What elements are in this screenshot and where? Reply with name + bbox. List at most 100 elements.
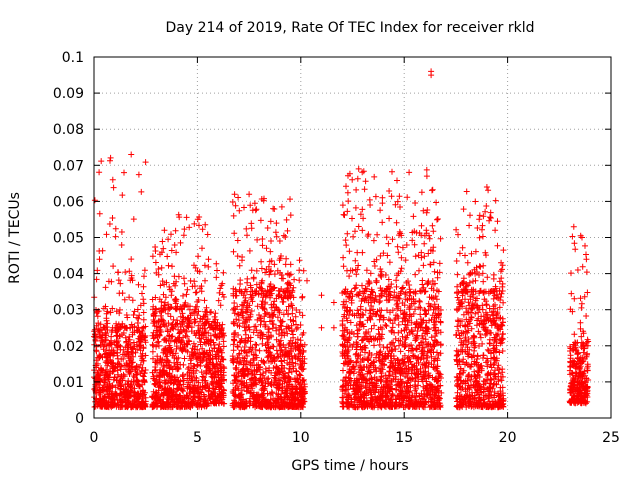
data-point [122, 269, 129, 276]
data-point [140, 296, 147, 303]
data-point [198, 288, 205, 295]
data-point [103, 310, 110, 317]
data-point [191, 330, 198, 336]
data-point [206, 324, 213, 331]
data-point [96, 248, 103, 254]
data-point [105, 384, 112, 391]
data-point [168, 231, 174, 238]
data-point [151, 323, 158, 329]
data-point [127, 324, 134, 331]
data-point [155, 266, 162, 272]
data-point [165, 301, 172, 308]
data-point [140, 300, 147, 307]
data-point [129, 297, 136, 304]
data-point [160, 362, 167, 369]
data-point [208, 308, 215, 315]
data-point [105, 278, 112, 285]
data-point [97, 341, 104, 348]
data-point [177, 313, 184, 320]
data-point [205, 256, 212, 263]
data-point [149, 253, 156, 260]
data-point [203, 403, 210, 410]
data-point [130, 388, 137, 395]
data-point [113, 308, 120, 315]
data-point [178, 338, 185, 345]
data-point [156, 342, 162, 349]
data-point [172, 298, 179, 305]
data-point [121, 169, 127, 176]
data-point [114, 269, 121, 276]
data-point [219, 399, 226, 406]
data-point [213, 274, 220, 281]
data-point [219, 280, 226, 287]
data-point [214, 365, 221, 372]
data-point [179, 319, 185, 326]
data-point [121, 362, 128, 369]
data-point [164, 328, 171, 335]
data-point [179, 318, 186, 325]
data-point [137, 333, 144, 340]
data-point [110, 184, 117, 191]
data-point [180, 388, 187, 395]
data-point [109, 305, 116, 312]
data-point [107, 154, 114, 161]
data-point [164, 396, 171, 402]
data-point [172, 227, 179, 234]
data-point [202, 325, 209, 332]
data-point [169, 321, 176, 328]
data-point [108, 393, 115, 400]
data-point [120, 355, 127, 362]
data-point [112, 225, 119, 232]
data-point [168, 322, 175, 329]
data-point [124, 361, 131, 368]
data-point [217, 392, 223, 399]
data-point [180, 314, 187, 321]
data-point [121, 296, 128, 303]
data-point [104, 362, 111, 369]
data-point [111, 350, 118, 357]
data-point [96, 210, 103, 217]
data-point [107, 157, 113, 164]
data-point [94, 354, 101, 361]
data-point [116, 361, 123, 368]
data-point [165, 380, 171, 387]
data-point [161, 364, 168, 370]
data-point [97, 401, 104, 408]
data-point [158, 264, 165, 271]
data-point [102, 303, 109, 310]
data-point [194, 268, 201, 274]
data-point [163, 369, 170, 376]
data-point [94, 267, 101, 274]
data-point [176, 381, 183, 388]
data-point [104, 374, 111, 381]
data-point [95, 320, 102, 327]
data-point [173, 345, 180, 352]
data-point [180, 346, 187, 353]
data-point [256, 347, 263, 354]
data-point [164, 357, 171, 364]
data-point [103, 368, 109, 375]
data-point [161, 227, 168, 234]
data-point [194, 403, 201, 410]
data-point [203, 304, 210, 311]
data-point [142, 394, 149, 401]
data-point [157, 392, 164, 399]
data-point [141, 273, 147, 280]
data-point [136, 342, 143, 349]
data-point [183, 347, 189, 354]
data-point [212, 310, 219, 317]
data-point [152, 359, 159, 366]
data-point [164, 351, 171, 357]
data-point [128, 321, 135, 328]
data-point [152, 248, 159, 254]
data-point [186, 320, 193, 327]
data-point [183, 403, 190, 410]
data-point [192, 384, 199, 391]
data-point [142, 403, 149, 410]
data-point [218, 367, 225, 374]
data-point [209, 378, 216, 385]
data-point [139, 290, 145, 297]
data-point [163, 404, 170, 410]
data-point [134, 377, 141, 384]
data-point [180, 292, 186, 299]
